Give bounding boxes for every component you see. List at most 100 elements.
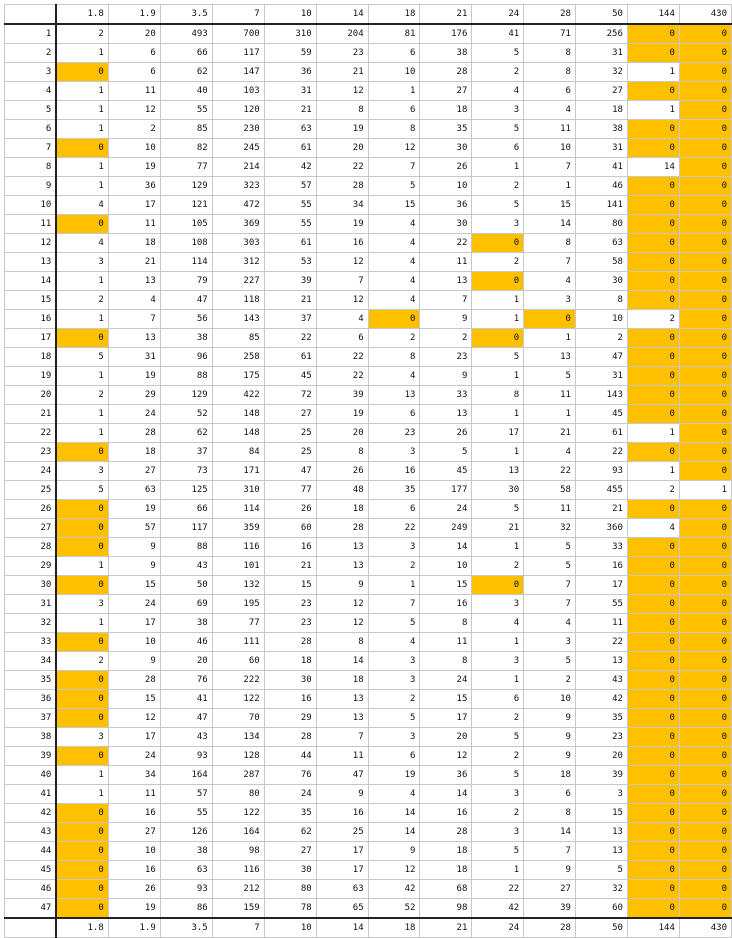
data-cell[interactable]: 9 xyxy=(419,366,473,386)
data-cell[interactable]: 2 xyxy=(471,803,525,823)
highlighted-cell[interactable]: 0 xyxy=(678,385,732,405)
data-cell[interactable]: 5 xyxy=(471,841,525,861)
data-cell[interactable]: 10 xyxy=(523,138,576,158)
data-cell[interactable]: 31 xyxy=(574,138,628,158)
data-cell[interactable]: 47 xyxy=(315,765,369,785)
highlighted-cell[interactable]: 0 xyxy=(678,81,732,101)
data-cell[interactable]: 31 xyxy=(574,43,628,63)
row-label-cell[interactable]: 15 xyxy=(4,290,58,310)
data-cell[interactable]: 63 xyxy=(159,860,213,880)
data-cell[interactable]: 212 xyxy=(211,879,265,899)
row-label-cell[interactable]: 44 xyxy=(4,841,58,861)
data-cell[interactable]: 1 xyxy=(55,157,109,177)
data-cell[interactable]: 21 xyxy=(107,252,161,272)
data-cell[interactable]: 1 xyxy=(55,119,109,139)
data-cell[interactable]: 122 xyxy=(211,689,265,709)
data-cell[interactable]: 55 xyxy=(159,100,213,120)
highlighted-cell[interactable]: 0 xyxy=(626,651,680,671)
data-cell[interactable]: 96 xyxy=(159,347,213,367)
column-footer-cell[interactable]: 430 xyxy=(678,917,732,938)
data-cell[interactable]: 5 xyxy=(471,499,525,519)
data-cell[interactable]: 3 xyxy=(471,784,525,804)
data-cell[interactable]: 8 xyxy=(419,613,473,633)
column-header-cell[interactable]: 3.5 xyxy=(159,4,213,25)
highlighted-cell[interactable]: 0 xyxy=(55,62,109,82)
data-cell[interactable]: 4 xyxy=(367,252,421,272)
highlighted-cell[interactable]: 0 xyxy=(678,784,732,804)
row-label-cell[interactable]: 43 xyxy=(4,822,58,842)
data-cell[interactable]: 12 xyxy=(315,613,369,633)
data-cell[interactable]: 9 xyxy=(523,727,576,747)
row-label-cell[interactable]: 5 xyxy=(4,100,58,120)
data-cell[interactable]: 2 xyxy=(471,556,525,576)
highlighted-cell[interactable]: 0 xyxy=(626,252,680,272)
column-footer-cell[interactable]: 144 xyxy=(626,917,680,938)
data-cell[interactable]: 47 xyxy=(574,347,628,367)
highlighted-cell[interactable]: 0 xyxy=(367,309,421,329)
data-cell[interactable]: 143 xyxy=(211,309,265,329)
data-cell[interactable]: 78 xyxy=(263,898,317,919)
data-cell[interactable]: 55 xyxy=(263,214,317,234)
data-cell[interactable]: 16 xyxy=(263,689,317,709)
highlighted-cell[interactable]: 0 xyxy=(678,651,732,671)
highlighted-cell[interactable]: 0 xyxy=(626,689,680,709)
data-cell[interactable]: 77 xyxy=(263,480,317,500)
data-cell[interactable]: 1 xyxy=(55,765,109,785)
data-cell[interactable]: 20 xyxy=(574,746,628,766)
data-cell[interactable]: 2 xyxy=(107,119,161,139)
data-cell[interactable]: 16 xyxy=(574,556,628,576)
data-cell[interactable]: 57 xyxy=(107,518,161,538)
data-cell[interactable]: 6 xyxy=(523,784,576,804)
data-cell[interactable]: 11 xyxy=(315,746,369,766)
footer-corner-cell[interactable] xyxy=(4,917,58,938)
column-footer-cell[interactable]: 50 xyxy=(574,917,628,938)
data-cell[interactable]: 13 xyxy=(315,537,369,557)
data-cell[interactable]: 20 xyxy=(419,727,473,747)
data-cell[interactable]: 55 xyxy=(159,803,213,823)
data-cell[interactable]: 21 xyxy=(523,423,576,443)
data-cell[interactable]: 18 xyxy=(419,841,473,861)
highlighted-cell[interactable]: 0 xyxy=(678,594,732,614)
data-cell[interactable]: 360 xyxy=(574,518,628,538)
highlighted-cell[interactable]: 0 xyxy=(678,613,732,633)
row-label-cell[interactable]: 28 xyxy=(4,537,58,557)
data-cell[interactable]: 23 xyxy=(367,423,421,443)
data-cell[interactable]: 8 xyxy=(471,385,525,405)
data-cell[interactable]: 24 xyxy=(263,784,317,804)
data-cell[interactable]: 1 xyxy=(626,62,680,82)
data-cell[interactable]: 21 xyxy=(263,290,317,310)
column-header-cell[interactable]: 430 xyxy=(678,4,732,25)
data-cell[interactable]: 3 xyxy=(367,442,421,462)
data-cell[interactable]: 38 xyxy=(419,43,473,63)
row-label-cell[interactable]: 3 xyxy=(4,62,58,82)
data-cell[interactable]: 7 xyxy=(523,594,576,614)
data-cell[interactable]: 20 xyxy=(315,138,369,158)
data-cell[interactable]: 26 xyxy=(315,461,369,481)
data-cell[interactable]: 57 xyxy=(263,176,317,196)
data-cell[interactable]: 8 xyxy=(315,632,369,652)
data-cell[interactable]: 8 xyxy=(574,290,628,310)
data-cell[interactable]: 42 xyxy=(471,898,525,919)
data-cell[interactable]: 3 xyxy=(367,727,421,747)
data-cell[interactable]: 1 xyxy=(471,537,525,557)
data-cell[interactable]: 18 xyxy=(574,100,628,120)
data-cell[interactable]: 101 xyxy=(211,556,265,576)
data-cell[interactable]: 22 xyxy=(471,879,525,899)
data-cell[interactable]: 28 xyxy=(315,176,369,196)
data-cell[interactable]: 3 xyxy=(55,252,109,272)
highlighted-cell[interactable]: 0 xyxy=(678,195,732,215)
highlighted-cell[interactable]: 0 xyxy=(626,784,680,804)
column-header-cell[interactable]: 1.9 xyxy=(107,4,161,25)
row-label-cell[interactable]: 9 xyxy=(4,176,58,196)
data-cell[interactable]: 24 xyxy=(419,670,473,690)
data-cell[interactable]: 6 xyxy=(523,81,576,101)
data-cell[interactable]: 39 xyxy=(523,898,576,919)
data-cell[interactable]: 23 xyxy=(315,43,369,63)
data-cell[interactable]: 14 xyxy=(367,803,421,823)
data-cell[interactable]: 16 xyxy=(315,233,369,253)
highlighted-cell[interactable]: 0 xyxy=(678,214,732,234)
data-cell[interactable]: 60 xyxy=(574,898,628,919)
data-cell[interactable]: 1 xyxy=(471,366,525,386)
data-cell[interactable]: 18 xyxy=(315,499,369,519)
data-cell[interactable]: 12 xyxy=(367,860,421,880)
